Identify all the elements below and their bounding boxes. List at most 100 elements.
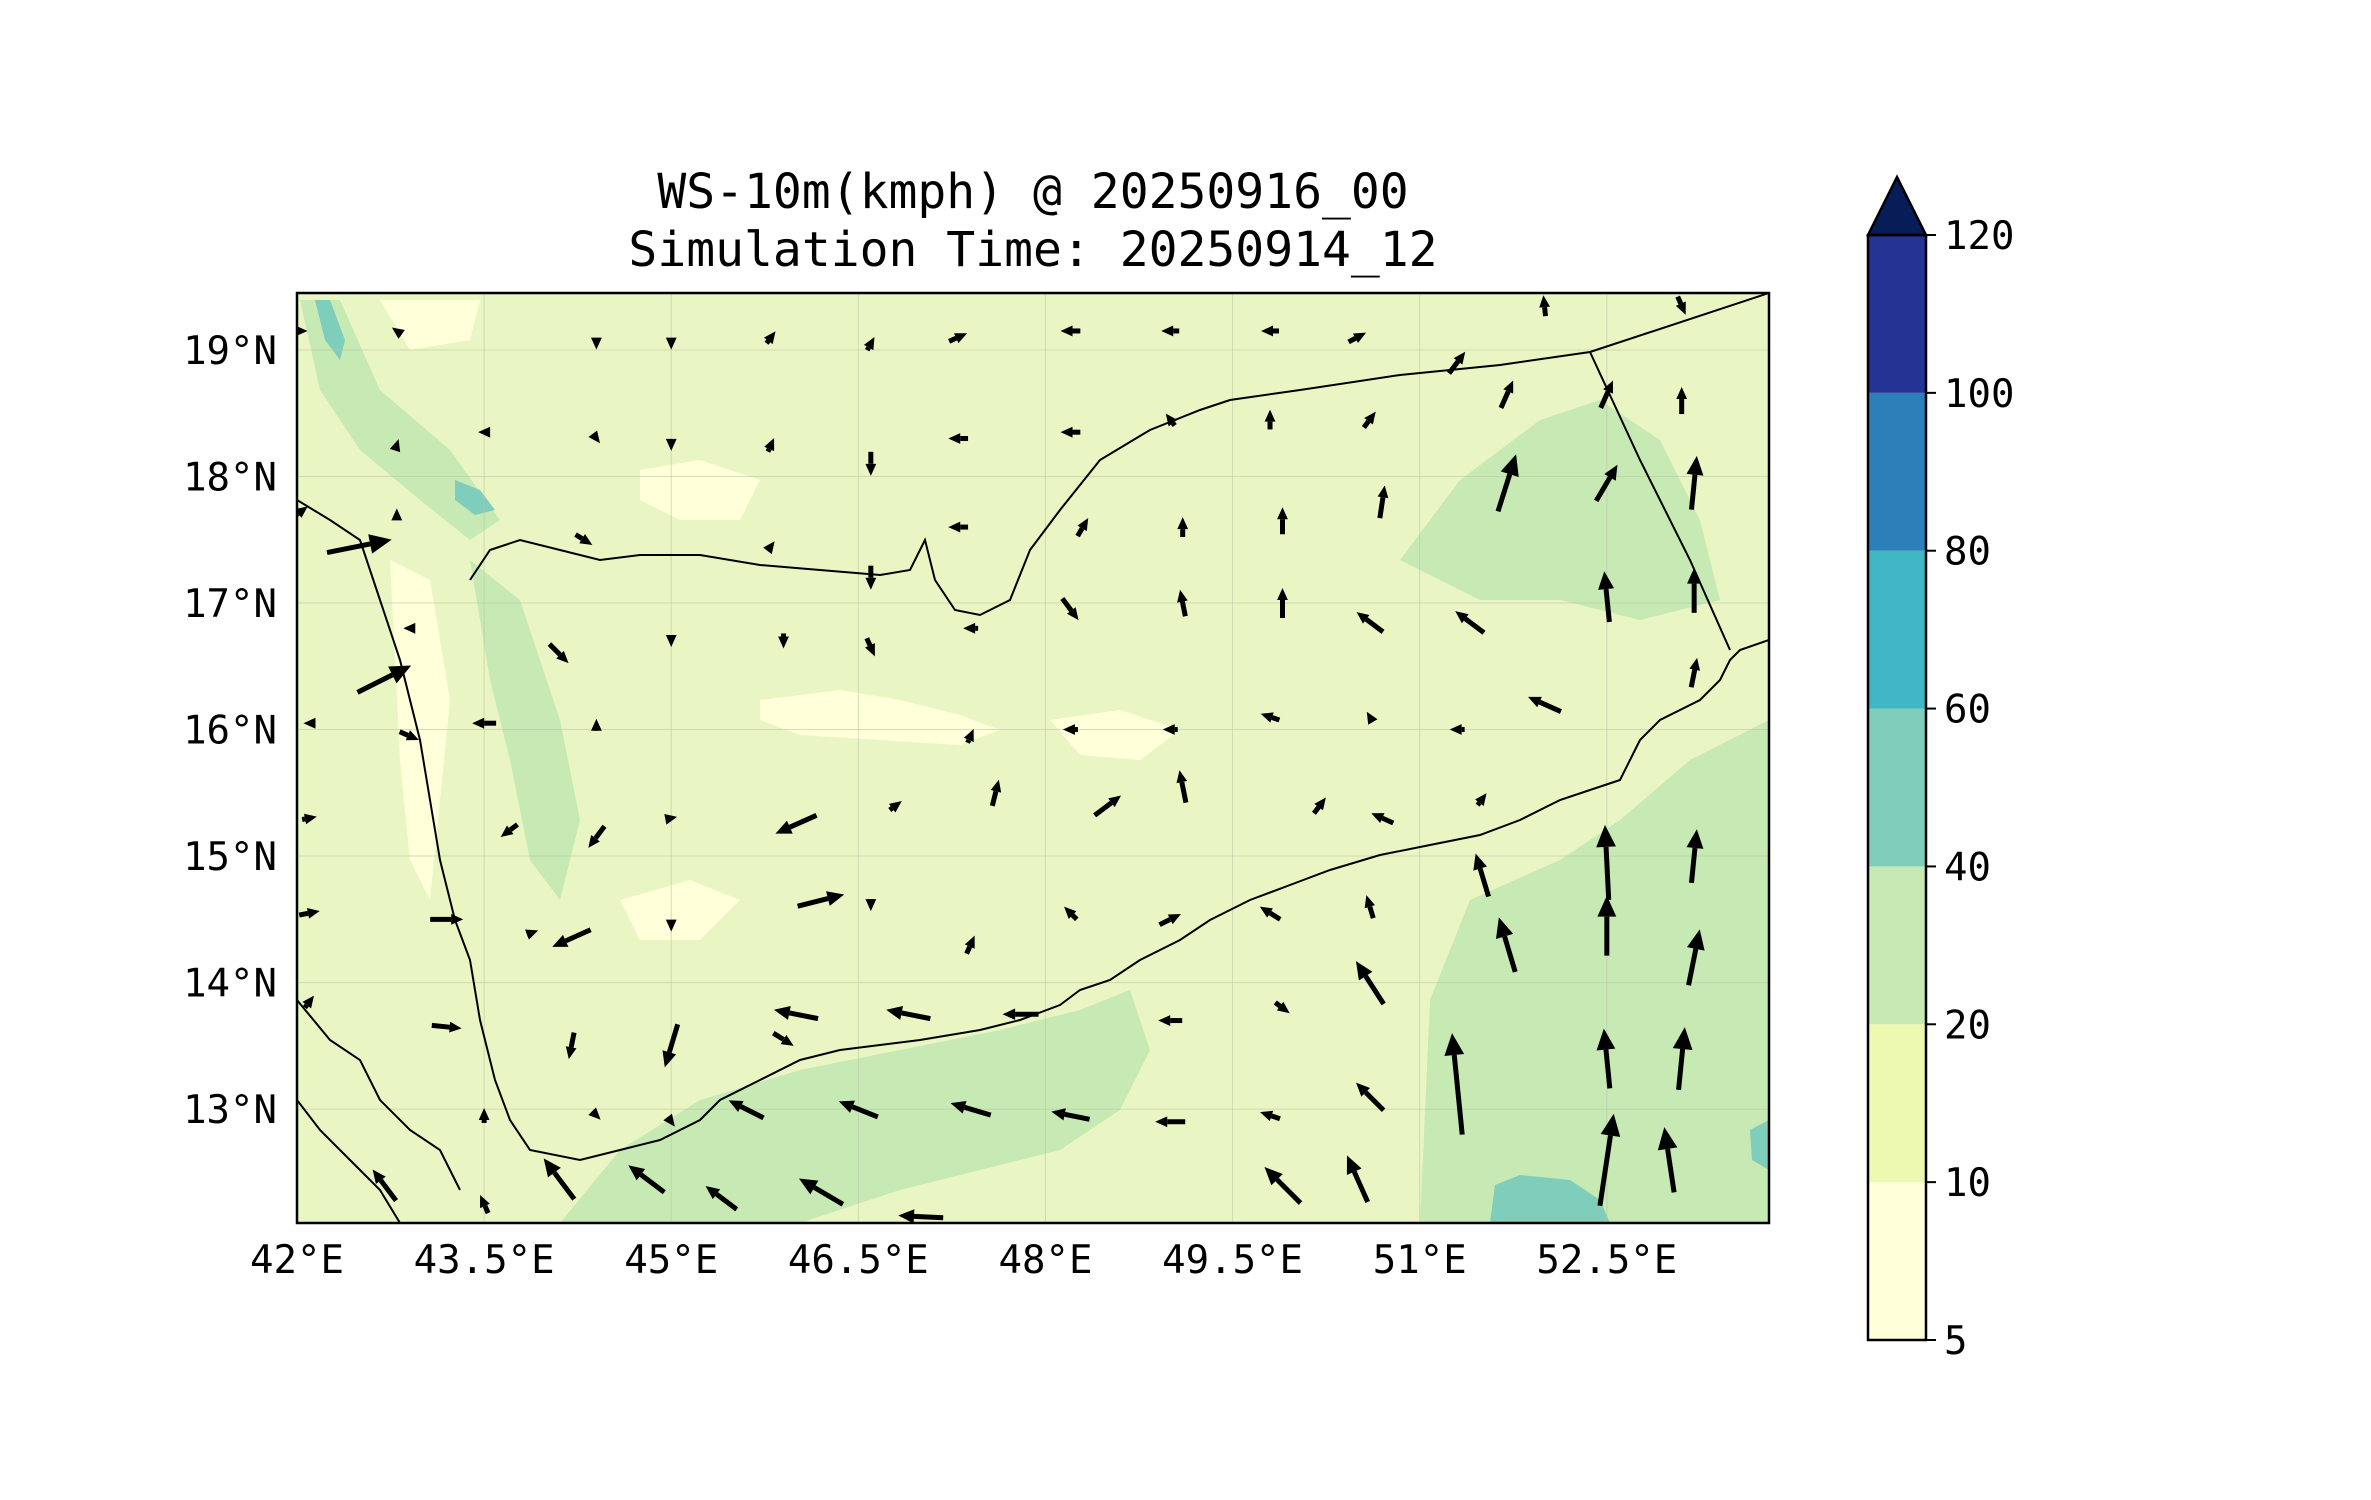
wind-arrow <box>297 506 308 518</box>
wind-arrow <box>525 929 539 940</box>
lat-tick-label: 13°N <box>183 1088 277 1133</box>
wind-arrow <box>948 521 969 533</box>
wind-arrow <box>478 426 491 438</box>
wind-arrow <box>1356 1082 1386 1113</box>
wind-arrow <box>838 1100 879 1120</box>
wind-arrow <box>590 337 602 350</box>
wind-arrow <box>1444 1033 1465 1135</box>
colorbar-label: 80 <box>1944 530 1991 575</box>
colorbar-segment <box>1868 1024 1926 1183</box>
contour-low-central-north <box>640 460 760 520</box>
wind-arrow <box>1355 961 1386 1006</box>
wind-arrow <box>797 891 845 909</box>
coastline-africa-horn <box>297 999 461 1191</box>
latitude-axis: 13°N 14°N 15°N 16°N 17°N 18°N 19°N <box>183 329 277 1133</box>
figure-title: WS-10m(kmph) @ 20250916_00 <box>657 164 1408 220</box>
wind-arrow <box>1598 380 1613 409</box>
wind-arrow <box>1449 724 1465 735</box>
wind-arrow <box>1539 295 1550 317</box>
wind-arrow <box>372 1169 399 1203</box>
wind-arrow <box>888 800 902 813</box>
lon-tick-label: 51°E <box>1373 1238 1467 1283</box>
wind-arrow <box>302 995 314 1010</box>
wind-arrow <box>1162 724 1178 735</box>
wind-arrow <box>1672 1027 1693 1091</box>
longitude-axis: 42°E 43.5°E 45°E 46.5°E 48°E 49.5°E 51°E 52.5°E <box>250 1238 1677 1283</box>
wind-arrow <box>1364 895 1376 919</box>
colorbar-label: 20 <box>1944 1003 1991 1048</box>
wind-arrow <box>574 532 593 545</box>
wind-arrow <box>1688 657 1701 688</box>
contour-teal-island <box>1750 1120 1769 1170</box>
wind-arrow <box>1158 913 1181 927</box>
wind-arrow <box>588 430 600 444</box>
wind-arrow <box>1498 380 1514 409</box>
figure-subtitle: Simulation Time: 20250914_12 <box>628 222 1437 278</box>
wind-arrow <box>1475 793 1487 807</box>
lat-tick-label: 14°N <box>183 962 277 1007</box>
wind-arrow <box>303 717 316 729</box>
wind-arrow <box>565 1032 577 1060</box>
wind-arrow <box>480 1194 491 1215</box>
wind-arrow <box>1177 517 1189 537</box>
wind-arrow <box>764 331 776 345</box>
wind-arrow <box>1165 413 1178 428</box>
wind-arrow <box>950 1100 992 1118</box>
wind-arrow <box>1676 387 1688 415</box>
wind-arrow <box>356 665 412 695</box>
border-yemen-oman <box>1589 351 1731 651</box>
wind-arrow <box>1060 597 1079 621</box>
wind-arrow <box>1447 351 1466 375</box>
contour-low-coast-mid <box>620 880 740 940</box>
wind-arrow <box>472 717 497 729</box>
wind-arrow <box>865 899 877 912</box>
contour-high-southeast <box>1420 720 1769 1223</box>
lon-tick-label: 42°E <box>250 1238 344 1283</box>
contour-low-northwest <box>380 300 480 350</box>
lon-tick-label: 49.5°E <box>1162 1238 1303 1283</box>
lat-tick-label: 15°N <box>183 835 277 880</box>
wind-arrow <box>1366 711 1378 725</box>
wind-arrow <box>500 822 519 838</box>
wind-arrow <box>1657 1127 1678 1193</box>
wind-arrow <box>1473 853 1491 898</box>
wind-arrow <box>1371 813 1395 826</box>
wind-arrow <box>1273 1000 1290 1014</box>
wind-arrow <box>389 439 401 453</box>
wind-arrow <box>886 1005 931 1022</box>
wind-arrow <box>297 326 308 336</box>
wind-arrow <box>1261 325 1280 337</box>
colorbar-label: 100 <box>1944 372 2014 417</box>
coastline-west <box>297 499 1769 1162</box>
wind-arrow <box>663 1113 675 1127</box>
wind-arrow <box>728 1100 765 1121</box>
colorbar-segment <box>1868 866 1926 1025</box>
wind-arrow <box>1356 612 1385 634</box>
wind-arrow <box>665 634 677 647</box>
wind-arrow <box>391 508 403 521</box>
wind-arrow <box>298 907 320 919</box>
colorbar-segment <box>1868 235 1926 393</box>
colorbar-segment <box>1868 392 1926 551</box>
wind-arrow <box>963 729 974 744</box>
lon-tick-label: 45°E <box>624 1238 718 1283</box>
map-panel: 42°E 43.5°E 45°E 46.5°E 48°E 49.5°E 51°E 52.5°E… <box>183 291 1771 1283</box>
wind-arrow <box>763 541 775 555</box>
wind-arrow <box>898 1209 944 1223</box>
wind-arrow <box>301 813 317 825</box>
wind-arrow <box>1495 917 1518 973</box>
wind-arrow <box>1177 589 1188 617</box>
wind-arrow <box>326 534 392 555</box>
wind-arrow <box>1277 507 1288 535</box>
wind-arrow <box>1687 567 1702 613</box>
wind-arrow <box>1598 571 1615 623</box>
wind-arrow <box>964 935 975 955</box>
lat-tick-label: 18°N <box>183 455 277 500</box>
wind-arrow <box>664 813 678 825</box>
wind-arrow <box>478 1107 490 1123</box>
wind-arrow <box>1596 1028 1616 1089</box>
colorbar-label: 60 <box>1944 688 1991 733</box>
wind-arrow <box>1597 1113 1621 1207</box>
wind-arrow <box>1377 485 1389 519</box>
